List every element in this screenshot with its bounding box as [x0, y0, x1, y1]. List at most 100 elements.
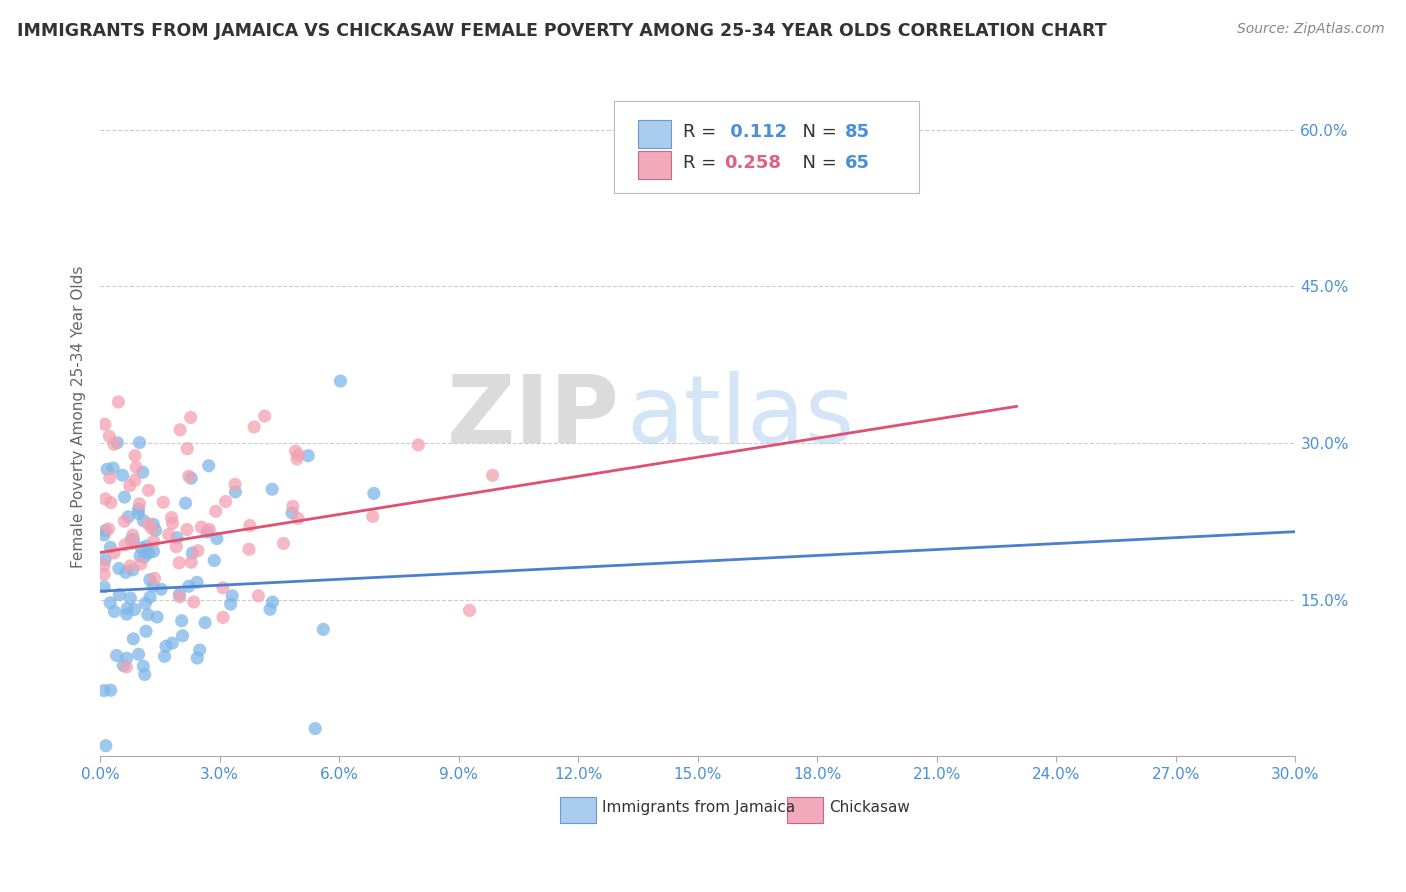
Point	[166, 531, 188, 545]
Point	[146, 610, 169, 624]
Point	[281, 506, 304, 520]
Point	[197, 458, 219, 473]
Point	[115, 607, 138, 621]
Point	[262, 595, 284, 609]
Point	[128, 497, 150, 511]
Point	[169, 587, 191, 601]
Point	[180, 555, 202, 569]
Point	[152, 495, 174, 509]
Point	[114, 566, 136, 580]
Point	[115, 651, 138, 665]
Point	[262, 482, 284, 496]
Point	[98, 429, 121, 443]
Point	[124, 602, 146, 616]
Point	[145, 524, 167, 538]
Point	[160, 510, 183, 524]
Point	[132, 659, 155, 673]
Y-axis label: Female Poverty Among 25-34 Year Olds: Female Poverty Among 25-34 Year Olds	[72, 266, 86, 568]
Point	[361, 509, 384, 524]
Point	[172, 629, 194, 643]
Point	[114, 538, 136, 552]
Text: N =: N =	[792, 123, 842, 141]
Point	[115, 660, 138, 674]
Point	[219, 597, 242, 611]
Point	[183, 595, 205, 609]
Point	[167, 556, 190, 570]
Point	[94, 491, 117, 506]
Point	[177, 469, 200, 483]
Point	[134, 596, 156, 610]
Point	[142, 579, 165, 593]
Point	[118, 478, 141, 492]
Point	[181, 546, 204, 560]
Point	[214, 494, 236, 508]
Point	[176, 442, 198, 456]
Text: Source: ZipAtlas.com: Source: ZipAtlas.com	[1237, 22, 1385, 37]
Point	[238, 542, 260, 557]
Point	[128, 435, 150, 450]
Point	[94, 524, 117, 538]
Point	[287, 448, 309, 462]
Point	[247, 589, 270, 603]
Point	[169, 423, 191, 437]
Point	[186, 575, 208, 590]
Point	[96, 462, 118, 476]
Point	[284, 444, 307, 458]
Point	[142, 544, 165, 558]
Point	[100, 495, 122, 509]
Point	[121, 536, 143, 550]
Point	[120, 591, 142, 605]
Point	[98, 596, 121, 610]
Point	[481, 468, 503, 483]
Point	[107, 395, 129, 409]
Point	[93, 558, 115, 573]
Point	[108, 561, 131, 575]
Text: Chickasaw: Chickasaw	[830, 800, 910, 815]
Point	[304, 722, 326, 736]
Point	[124, 473, 146, 487]
Point	[259, 602, 281, 616]
Point	[124, 449, 146, 463]
Point	[408, 438, 430, 452]
Point	[169, 590, 191, 604]
Point	[125, 460, 148, 475]
Point	[111, 468, 134, 483]
Point	[253, 409, 276, 423]
Bar	[561, 797, 596, 822]
Text: atlas: atlas	[626, 371, 855, 463]
Point	[176, 523, 198, 537]
Point	[132, 514, 155, 528]
Point	[93, 683, 115, 698]
Point	[114, 490, 136, 504]
Point	[94, 739, 117, 753]
Point	[100, 541, 122, 555]
Point	[122, 632, 145, 646]
Point	[221, 589, 243, 603]
Point	[205, 532, 228, 546]
Point	[128, 647, 150, 661]
Point	[194, 615, 217, 630]
Point	[120, 533, 142, 547]
Bar	[638, 151, 672, 179]
Point	[128, 502, 150, 516]
Point	[204, 504, 226, 518]
Point	[100, 683, 122, 698]
Point	[93, 528, 115, 542]
Point	[103, 546, 125, 560]
Point	[297, 449, 319, 463]
Point	[287, 511, 309, 525]
Point	[129, 549, 152, 563]
Point	[93, 567, 115, 582]
Text: IMMIGRANTS FROM JAMAICA VS CHICKASAW FEMALE POVERTY AMONG 25-34 YEAR OLDS CORREL: IMMIGRANTS FROM JAMAICA VS CHICKASAW FEM…	[17, 22, 1107, 40]
Text: 0.112: 0.112	[724, 123, 787, 141]
Bar	[638, 120, 672, 148]
Point	[115, 601, 138, 615]
Point	[195, 524, 218, 539]
Point	[363, 486, 385, 500]
Point	[224, 484, 246, 499]
Point	[98, 471, 121, 485]
Text: R =: R =	[683, 123, 723, 141]
Point	[131, 541, 153, 555]
Point	[112, 658, 135, 673]
Point	[139, 590, 162, 604]
